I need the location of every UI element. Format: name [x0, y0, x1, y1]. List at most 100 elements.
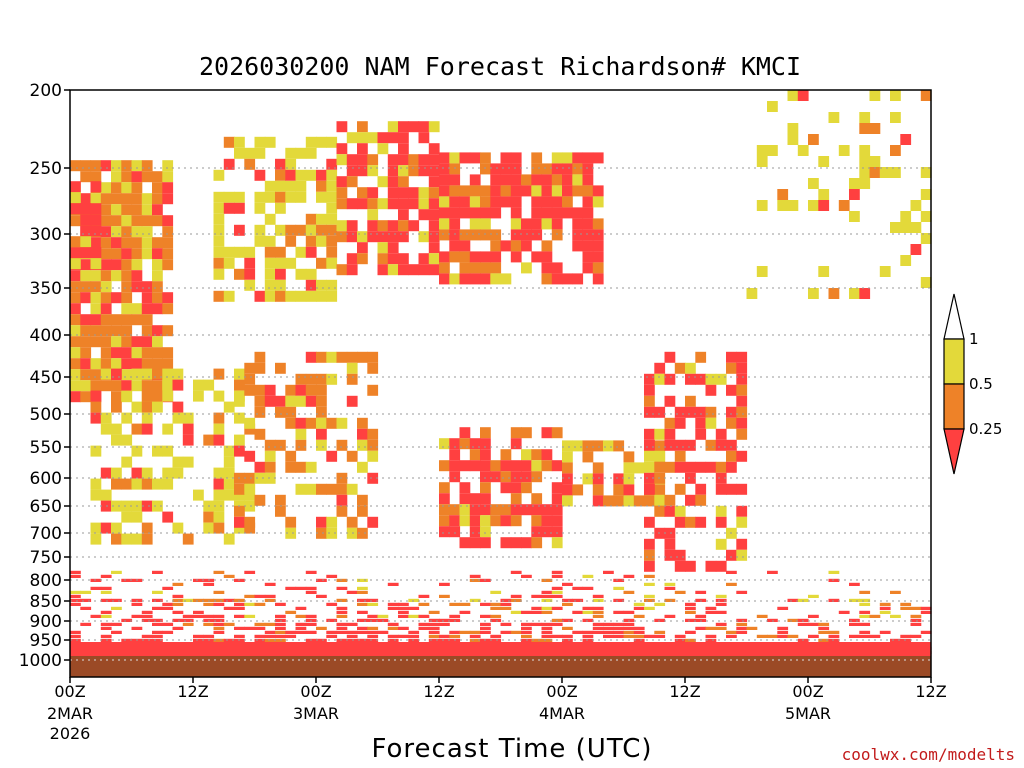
- heatmap-cell: [305, 384, 317, 396]
- heatmap-cell: [193, 379, 204, 391]
- heatmap-cell: [367, 630, 379, 634]
- heatmap-cell: [305, 169, 317, 181]
- heatmap-cell: [223, 136, 235, 148]
- heatmap-cell: [131, 423, 143, 435]
- heatmap-cell: [510, 218, 522, 230]
- heatmap-cell: [111, 259, 122, 271]
- heatmap-cell: [439, 174, 450, 186]
- heatmap-cell: [654, 362, 666, 374]
- heatmap-cell: [459, 196, 471, 208]
- heatmap-cell: [223, 478, 235, 490]
- heatmap-cell: [254, 634, 266, 638]
- heatmap-cell: [367, 602, 379, 606]
- heatmap-cell: [203, 598, 215, 602]
- heatmap-cell: [480, 262, 491, 274]
- heatmap-cell: [439, 185, 450, 197]
- legend-label: 0.5: [969, 375, 993, 393]
- heatmap-cell: [582, 207, 594, 219]
- heatmap-cell: [685, 610, 696, 614]
- heatmap-cell: [695, 483, 707, 495]
- colorbar-legend: 10.50.25: [943, 293, 1002, 475]
- heatmap-cell: [285, 158, 297, 170]
- heatmap-cell: [213, 290, 225, 302]
- heatmap-cell: [521, 622, 532, 626]
- heatmap-cell: [705, 626, 717, 630]
- heatmap-cell: [100, 598, 112, 602]
- heatmap-cell: [900, 255, 912, 266]
- heatmap-cell: [480, 196, 491, 208]
- heatmap-cell: [469, 273, 481, 285]
- heatmap-cell: [900, 211, 912, 222]
- heatmap-cell: [582, 630, 594, 634]
- heatmap-cell: [480, 493, 491, 505]
- heatmap-cell: [316, 279, 327, 291]
- heatmap-cell: [644, 606, 655, 610]
- heatmap-cell: [367, 231, 379, 243]
- heatmap-cell: [141, 358, 153, 370]
- heatmap-cell: [326, 180, 338, 192]
- heatmap-cell: [111, 226, 122, 238]
- heatmap-cell: [428, 634, 440, 638]
- heatmap-cell: [80, 590, 92, 594]
- heatmap-cell: [90, 214, 102, 226]
- heatmap-cell: [305, 147, 317, 159]
- heatmap-cell: [193, 390, 204, 402]
- heatmap-cell: [203, 634, 215, 638]
- heatmap-cell: [264, 235, 276, 247]
- heatmap-cell: [541, 590, 553, 594]
- heatmap-cell: [346, 373, 358, 385]
- heatmap-cell: [592, 626, 604, 630]
- heatmap-cell: [223, 489, 235, 501]
- heatmap-cell: [408, 630, 420, 634]
- heatmap-cell: [695, 626, 707, 630]
- heatmap-cell: [131, 237, 143, 249]
- heatmap-cell: [90, 358, 102, 370]
- heatmap-cell: [223, 456, 235, 468]
- heatmap-cell: [357, 494, 368, 506]
- heatmap-cell: [541, 606, 553, 610]
- heatmap-cell: [264, 450, 276, 462]
- heatmap-cell: [797, 90, 809, 101]
- heatmap-cell: [70, 160, 81, 172]
- heatmap-cell: [100, 303, 112, 315]
- heatmap-cell: [603, 630, 614, 634]
- y-tick-label: 850: [30, 592, 62, 612]
- heatmap-cell: [90, 369, 102, 381]
- heatmap-cell: [828, 630, 840, 634]
- heatmap-cell: [480, 460, 491, 472]
- heatmap-cell: [141, 614, 153, 618]
- x-tick-label: 00Z: [300, 682, 331, 701]
- heatmap-cell: [418, 253, 430, 265]
- heatmap-cell: [521, 471, 532, 483]
- heatmap-cell: [398, 121, 409, 133]
- heatmap-cell: [70, 574, 81, 578]
- heatmap-cell: [357, 630, 368, 634]
- heatmap-cell: [346, 231, 358, 243]
- heatmap-cell: [654, 428, 666, 440]
- heatmap-cell: [439, 493, 450, 505]
- heatmap-cell: [264, 246, 276, 258]
- heatmap-cell: [531, 163, 543, 175]
- heatmap-cell: [531, 504, 543, 516]
- heatmap-cell: [490, 207, 502, 219]
- heatmap-cell: [756, 200, 768, 211]
- heatmap-cell: [879, 266, 891, 277]
- heatmap-cell: [500, 174, 512, 186]
- heatmap-cell: [111, 570, 122, 574]
- heatmap-cell: [316, 578, 327, 582]
- heatmap-cell: [377, 231, 389, 243]
- heatmap-cell: [685, 516, 696, 528]
- heatmap-cell: [623, 590, 635, 594]
- heatmap-cell: [346, 630, 358, 634]
- heatmap-cell: [275, 169, 286, 181]
- heatmap-cell: [90, 445, 102, 457]
- y-tick-label: 400: [30, 326, 62, 346]
- heatmap-cell: [275, 246, 286, 258]
- heatmap-cell: [582, 610, 594, 614]
- heatmap-cell: [859, 112, 871, 123]
- heatmap-cell: [70, 258, 81, 270]
- heatmap-cell: [592, 440, 604, 452]
- heatmap-cell: [223, 401, 235, 413]
- heatmap-cell: [316, 638, 327, 642]
- heatmap-cell: [213, 257, 225, 269]
